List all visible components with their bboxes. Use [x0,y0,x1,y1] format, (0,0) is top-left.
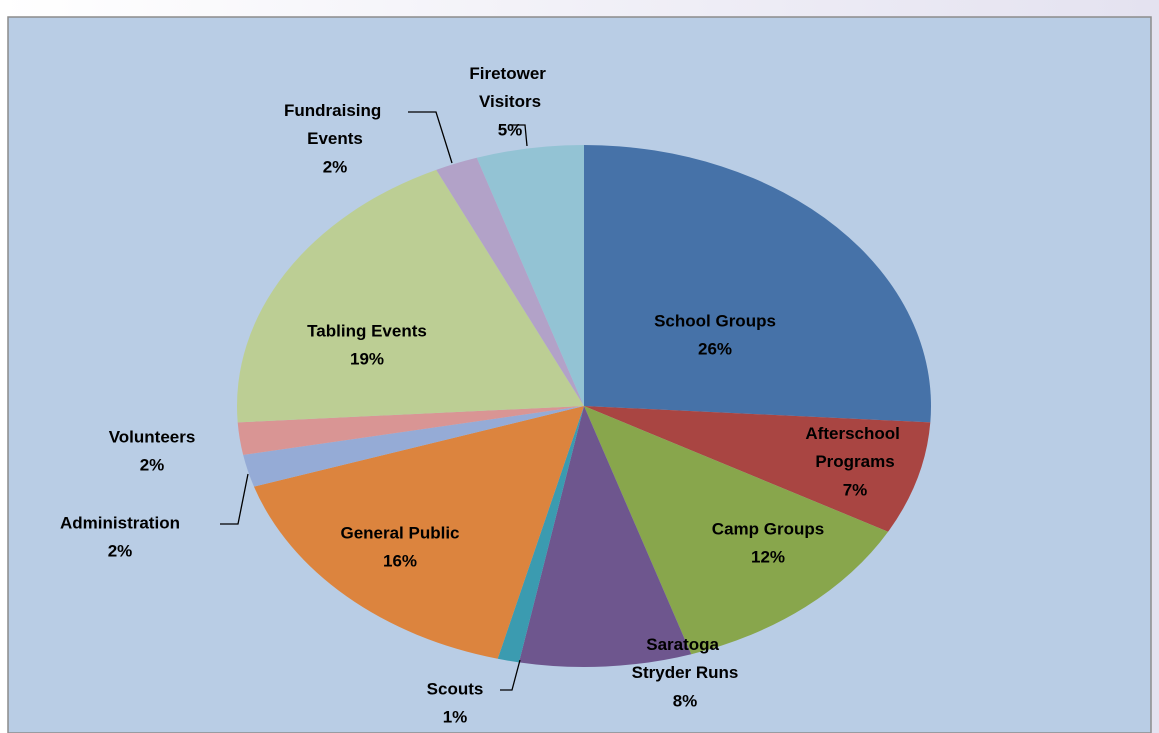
pie-slice [253,406,584,659]
pie-slice [237,406,584,455]
slice-label: Camp Groups [712,519,824,538]
leader-line [510,124,528,147]
percent-label: 8% [673,691,698,710]
leader-line [408,111,453,164]
slice-label: Scouts [427,679,484,698]
pie-slice [236,169,584,423]
leader-line [220,473,249,525]
percent-label: 19% [350,349,384,368]
slice-label: Fundraising Events [284,101,386,148]
pie-slice [243,406,585,487]
pie-slice [584,406,889,655]
slice-label: Saratoga Stryder Runs [632,635,739,682]
slice-label: Volunteers [109,427,196,446]
slice-label: Afterschool Programs [805,424,904,471]
pie-slice [497,406,584,663]
leader-line [500,659,521,691]
percent-label: 7% [843,480,868,499]
percent-label: 2% [108,541,133,560]
percent-label: 2% [323,157,348,176]
label-line: Stryder Runs [632,663,739,682]
percent-label: 16% [383,551,417,570]
pie-slice [436,157,584,406]
label-line: Firetower [469,64,550,83]
slice-label: School Groups [654,311,776,330]
percent-label: 26% [698,339,732,358]
slice-label: Administration [60,513,180,532]
label-line: Events [307,129,363,148]
slice-label: Firetower Visitors [469,64,550,111]
labels: School Groups 26% Afterschool Programs 7% Ca… [60,64,905,726]
label-line: Afterschool [805,424,904,443]
percent-label: 2% [140,455,165,474]
percent-label: 12% [751,547,785,566]
pie [236,145,931,667]
slice-label: Tabling Events [307,321,427,340]
pie-slice [584,145,931,423]
pie-slice [584,406,931,532]
slice-label: General Public [340,523,459,542]
label-line: Programs [815,452,894,471]
label-line: Visitors [479,92,541,111]
label-line: Saratoga [646,635,723,654]
percent-label: 1% [443,707,468,726]
label-line: Fundraising [284,101,386,120]
pie-slice [518,406,692,667]
pie-slice [476,145,584,406]
percent-label: 5% [498,120,523,139]
